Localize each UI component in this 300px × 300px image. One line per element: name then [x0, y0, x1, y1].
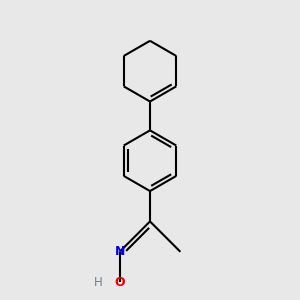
Text: H: H: [94, 276, 103, 289]
Text: O: O: [114, 276, 125, 289]
Text: N: N: [115, 245, 125, 258]
